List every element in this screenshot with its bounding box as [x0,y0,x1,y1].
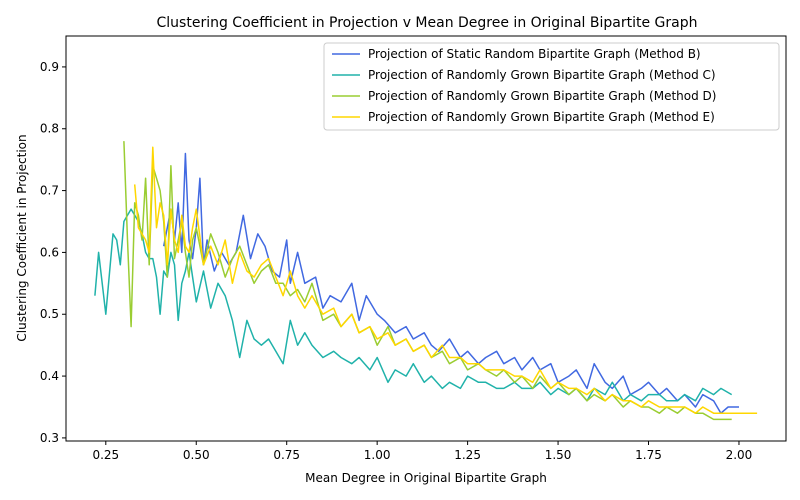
legend-box [323,42,780,131]
legend-label-1: Projection of Static Random Bipartite Gr… [368,47,701,61]
y-tick-label: 0.9 [40,60,59,74]
y-tick-label: 0.4 [40,369,59,383]
x-tick-label: 0.25 [92,448,119,462]
plot-frame [65,35,787,442]
x-tick-label: 2.00 [726,448,753,462]
y-axis: 0.3 0.4 0.5 0.6 0.7 0.8 0.9 [40,60,66,445]
y-tick-label: 0.7 [40,184,59,198]
x-tick-label: 0.50 [183,448,210,462]
y-tick-label: 0.8 [40,122,59,136]
y-axis-title: Clustering Coefficient in Projection [15,134,29,341]
y-tick-label: 0.5 [40,307,59,321]
legend-label-4: Projection of Randomly Grown Bipartite G… [368,110,715,124]
x-axis: 0.25 0.50 0.75 1.00 1.25 1.50 1.75 2.00 [92,441,752,462]
x-tick-label: 1.00 [364,448,391,462]
y-tick-label: 0.3 [40,431,59,445]
legend-label-2: Projection of Randomly Grown Bipartite G… [368,68,716,82]
x-tick-label: 0.75 [273,448,300,462]
legend-label-3: Projection of Randomly Grown Bipartite G… [368,89,716,103]
series-line-2 [94,208,733,402]
x-tick-label: 1.75 [635,448,662,462]
legend: Projection of Static Random Bipartite Gr… [323,42,780,131]
x-tick-label: 1.50 [545,448,572,462]
y-tick-label: 0.6 [40,245,59,259]
series-layer [94,141,758,421]
x-tick-label: 1.25 [454,448,481,462]
x-axis-title: Mean Degree in Original Bipartite Graph [305,471,547,485]
series-line-4 [133,146,758,414]
chart-title: Clustering Coefficient in Projection v M… [157,15,698,31]
